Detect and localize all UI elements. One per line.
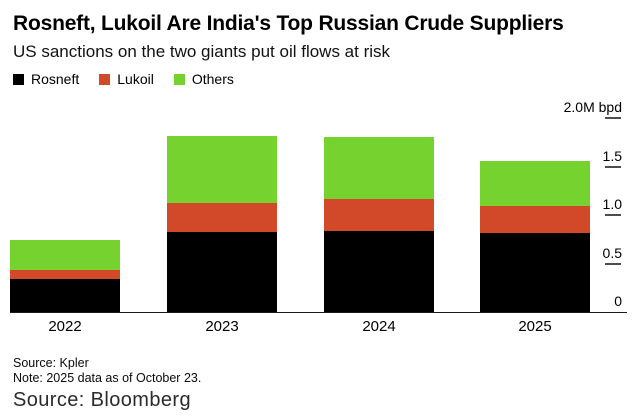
y-tick-label: 1.0 <box>602 196 622 212</box>
bar-2022 <box>10 240 120 312</box>
bar-segment-lukoil <box>480 206 590 233</box>
legend-swatch-others <box>173 73 185 85</box>
bar-segment-rosneft <box>480 232 590 312</box>
page-subtitle: US sanctions on the two giants put oil f… <box>13 42 391 61</box>
bar-segment-others <box>324 137 434 199</box>
legend-label: Rosneft <box>31 71 80 87</box>
y-tick-mark <box>605 117 621 119</box>
bar-2025 <box>480 160 590 312</box>
bar-segment-others <box>480 160 590 207</box>
y-tick-mark <box>605 165 621 168</box>
legend-swatch-lukoil <box>99 73 111 85</box>
legend-label: Lukoil <box>117 71 154 87</box>
legend-item-others: Others <box>173 71 234 87</box>
bar-2023 <box>167 135 277 312</box>
bar-segment-lukoil <box>324 198 434 231</box>
bar-segment-lukoil <box>10 270 120 279</box>
legend: Rosneft Lukoil Others <box>13 71 234 87</box>
y-tick-label: 1.5 <box>602 147 622 164</box>
bar-segment-lukoil <box>167 203 277 232</box>
legend-item-rosneft: Rosneft <box>13 71 79 87</box>
y-tick-label: 0 <box>614 293 622 309</box>
bar-segment-others <box>167 135 277 204</box>
bar-segment-others <box>10 240 120 271</box>
y-tick-label: 2.0M bpd <box>563 99 622 115</box>
y-tick-label: 0.5 <box>602 244 622 261</box>
x-axis-label-2025: 2025 <box>518 318 552 335</box>
x-axis-label-2022: 2022 <box>48 318 82 335</box>
data-note: Note: 2025 data as of October 23. <box>13 371 202 385</box>
plot-area <box>10 118 590 312</box>
y-tick-mark <box>605 214 621 216</box>
bar-segment-rosneft <box>167 231 277 312</box>
page-title: Rosneft, Lukoil Are India's Top Russian … <box>13 12 564 35</box>
x-axis-label-2023: 2023 <box>205 318 239 335</box>
legend-item-lukoil: Lukoil <box>99 71 154 87</box>
bar-segment-rosneft <box>10 279 120 312</box>
bar-2024 <box>324 137 434 312</box>
attribution: Source: Bloomberg <box>13 389 192 411</box>
legend-swatch-rosneft <box>13 73 24 85</box>
x-axis-line <box>10 312 627 313</box>
legend-label: Others <box>191 71 234 87</box>
bar-segment-rosneft <box>324 230 434 312</box>
x-axis-label-2024: 2024 <box>362 318 396 335</box>
source-note: Source: Kpler <box>13 356 89 370</box>
y-tick-mark <box>605 262 621 265</box>
